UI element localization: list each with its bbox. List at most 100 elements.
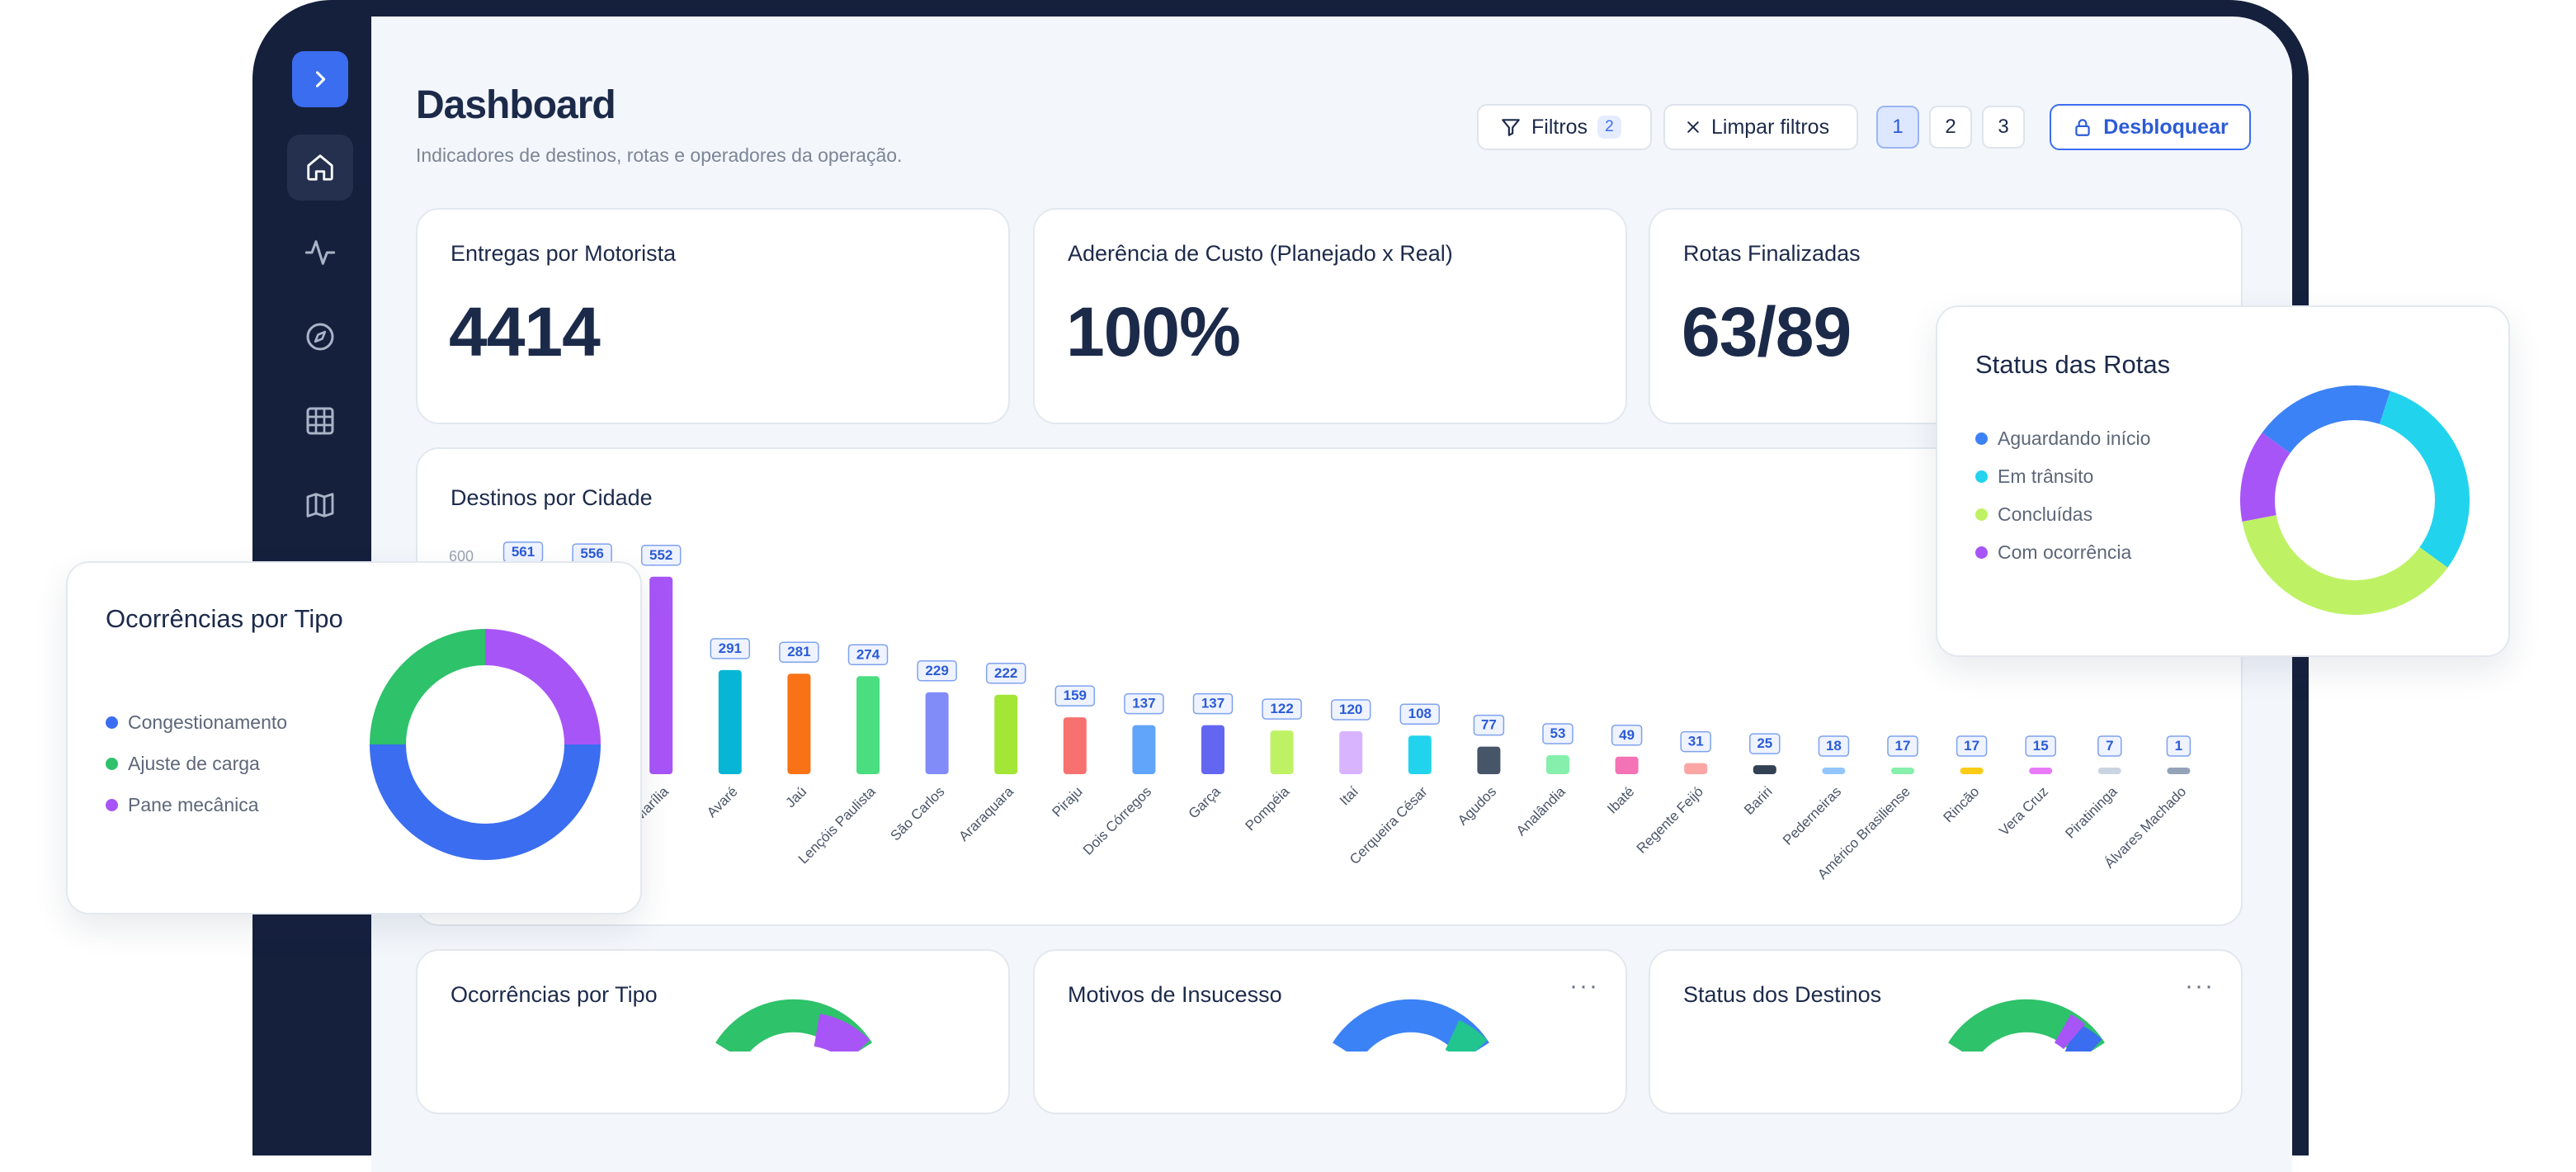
nav-compass[interactable] [287, 304, 353, 370]
unlock-button[interactable]: Desbloquear [2050, 104, 2251, 150]
legend-label: Congestionamento [128, 711, 288, 733]
card-menu-button[interactable]: ··· [1569, 972, 1599, 1000]
data-label-box [1818, 735, 1850, 757]
data-label-box [2025, 735, 2056, 757]
bar[interactable] [2029, 768, 2053, 774]
legend-label: Concluídas [1998, 503, 2093, 525]
map-icon [306, 493, 334, 517]
bar[interactable] [1615, 756, 1639, 774]
data-label-box [1956, 735, 1988, 757]
nav-map[interactable] [287, 472, 353, 538]
kpi-label: Rotas Finalizadas [1683, 241, 1861, 266]
legend-dot [1975, 508, 1988, 521]
data-label-box [2166, 735, 2191, 757]
donut-segment[interactable] [2240, 432, 2291, 522]
data-label-box [640, 545, 682, 566]
page-button-2[interactable]: 2 [1929, 106, 1972, 149]
card-title: Status dos Destinos [1683, 982, 1882, 1007]
donut-segment[interactable] [2262, 385, 2390, 454]
nav-activity[interactable] [287, 220, 353, 286]
nav-home[interactable] [287, 135, 353, 201]
x-tick-label: Piratininga [2062, 783, 2121, 842]
data-label-box [1330, 699, 1371, 721]
donut-segment[interactable] [484, 629, 601, 745]
data-label: 7 [2106, 738, 2113, 754]
legend-item-congestion: Congestionamento [106, 711, 287, 734]
donut-segment[interactable] [2242, 514, 2448, 615]
bar[interactable] [1546, 755, 1569, 774]
bar[interactable] [1132, 725, 1156, 774]
bar[interactable] [856, 676, 880, 774]
bar[interactable] [2167, 768, 2191, 774]
card-menu-button[interactable]: ··· [2185, 972, 2215, 1000]
card-title: Motivos de Insucesso [1068, 982, 1282, 1007]
bar[interactable] [994, 694, 1018, 774]
data-label-box [1262, 698, 1302, 720]
bar[interactable] [1477, 746, 1501, 774]
data-label: 17 [1964, 738, 1979, 754]
bar[interactable] [1270, 730, 1294, 774]
bar[interactable] [1201, 725, 1224, 774]
bottom-donut-previews [715, 999, 2105, 1051]
close-icon [1687, 121, 1699, 133]
chart-title: Destinos por Cidade [451, 485, 653, 510]
page-button-3[interactable]: 3 [1982, 106, 2025, 149]
occurrences-panel: Ocorrências por Tipo Congestionamento Aj… [66, 561, 642, 914]
data-label: 222 [994, 665, 1017, 681]
bar[interactable] [1891, 768, 1914, 774]
bar[interactable] [1408, 735, 1432, 774]
destination-status-donut-preview [1948, 999, 2105, 1051]
data-label-box [1054, 685, 1096, 707]
x-tick-label: Garça [1186, 783, 1224, 822]
legend-dot [106, 758, 118, 770]
bar[interactable] [1063, 717, 1087, 774]
data-label-box [1192, 692, 1234, 715]
bar[interactable] [1684, 763, 1708, 774]
data-label: 17 [1895, 738, 1911, 754]
nav-grid[interactable] [287, 388, 353, 454]
bar[interactable] [1822, 768, 1846, 774]
x-tick-label: Dois Córregos [1080, 783, 1154, 858]
x-tick-label: Rincão [1941, 783, 1983, 825]
legend-item-waiting: Aguardando início [1975, 428, 2150, 450]
legend-label: Com ocorrência [1998, 541, 2132, 563]
bar[interactable] [2097, 768, 2121, 774]
occurrences-donut [370, 629, 601, 860]
legend-item-completed: Concluídas [1975, 503, 2092, 526]
kpi-label: Aderência de Custo (Planejado x Real) [1068, 241, 1453, 266]
bar[interactable] [649, 576, 673, 774]
bar[interactable] [1960, 768, 1984, 774]
bar[interactable] [718, 669, 742, 774]
x-tick-label: Pederneiras [1780, 783, 1844, 848]
x-tick-label: Itaí [1337, 783, 1361, 808]
data-label: 291 [719, 640, 742, 656]
legend-label: Aguardando início [1998, 428, 2151, 449]
data-label-box [1611, 725, 1643, 746]
route-status-panel: Status das Rotas Aguardando início Em tr… [1936, 305, 2510, 657]
filters-button[interactable]: Filtros 2 [1477, 104, 1652, 150]
clear-filters-button[interactable]: Limpar filtros [1663, 104, 1858, 150]
data-label: 18 [1826, 738, 1842, 754]
expand-sidebar-button[interactable] [292, 51, 348, 107]
bar[interactable] [1753, 765, 1776, 774]
data-label: 108 [1408, 706, 1432, 721]
page-button-1[interactable]: 1 [1876, 106, 1919, 149]
activity-icon [304, 240, 336, 265]
data-label: 1 [2175, 738, 2182, 754]
bar[interactable] [1339, 731, 1363, 774]
donut-segment[interactable] [2379, 390, 2470, 568]
data-label-box [1542, 723, 1573, 744]
bar[interactable] [925, 692, 949, 774]
route-status-donut [2240, 385, 2470, 615]
donut-segment[interactable] [370, 629, 486, 745]
x-tick-label: Regente Feijó [1634, 783, 1706, 856]
kpi-value: 4414 [449, 293, 601, 371]
bar[interactable] [787, 673, 811, 774]
data-label-box [1749, 733, 1781, 754]
data-label-box [1399, 703, 1441, 725]
donut-segment[interactable] [370, 744, 601, 860]
legend-label: Pane mecânica [128, 794, 259, 815]
x-tick-label: Pompéia [1243, 783, 1293, 834]
page-title: Dashboard [416, 83, 616, 127]
data-label-box [1887, 735, 1918, 757]
